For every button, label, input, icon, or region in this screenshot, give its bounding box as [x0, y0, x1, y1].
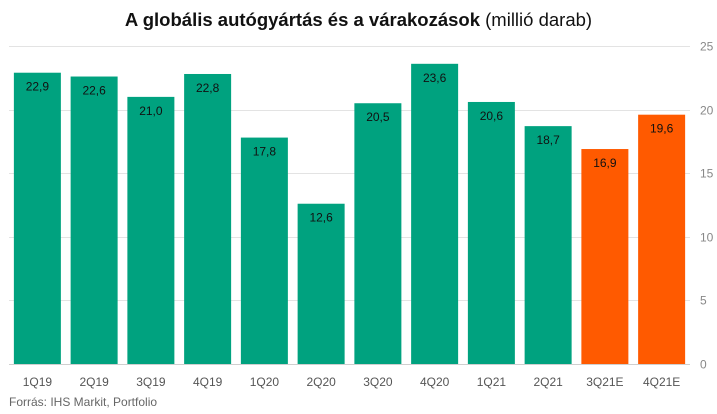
x-axis-ticks: 1Q19 2Q19 3Q19 4Q19 1Q20 2Q20 3Q20 4Q20 1Q21 2Q21…: [23, 375, 681, 389]
chart-title-main: A globális autógyártás és a várakozások: [124, 9, 480, 30]
bar-2q21: [524, 126, 572, 364]
data-label-3q19: 21,0: [139, 104, 163, 118]
y-tick-label: 20: [700, 104, 714, 118]
x-tick-label-1q19: 1Q19: [23, 375, 53, 389]
data-label-1q21: 20,6: [480, 109, 504, 123]
x-tick-label-3q21e: 3Q21E: [586, 375, 623, 389]
chart-title-unit: (millió darab): [485, 9, 593, 30]
bar-1q20: [240, 137, 288, 364]
data-label-3q20: 20,5: [366, 110, 390, 124]
data-label-4q20: 23,6: [423, 71, 447, 85]
y-tick-label: 0: [700, 358, 707, 372]
x-tick-label-2q20: 2Q20: [306, 375, 336, 389]
x-tick-label-4q19: 4Q19: [193, 375, 223, 389]
data-label-3q21e: 16,9: [593, 156, 617, 170]
data-labels: 22,9 22,6 21,0 22,8 17,8 12,6 20,5 23,6 20,6 18,7…: [26, 71, 674, 225]
bar-1q19: [13, 72, 61, 364]
x-tick-label-2q21: 2Q21: [533, 375, 563, 389]
bars: [13, 63, 686, 365]
y-tick-label: 10: [700, 231, 714, 245]
data-label-2q21: 18,7: [536, 133, 560, 147]
x-tick-label-4q20: 4Q20: [420, 375, 450, 389]
x-tick-label-3q20: 3Q20: [363, 375, 393, 389]
x-tick-label-2q19: 2Q19: [79, 375, 109, 389]
source-note: Forrás: IHS Markit, Portfolio: [9, 395, 158, 409]
bar-4q20: [411, 63, 459, 365]
bar-3q19: [127, 96, 175, 364]
bar-3q20: [354, 103, 402, 365]
y-tick-label: 15: [700, 167, 714, 181]
data-label-1q19: 22,9: [26, 80, 50, 94]
bar-1q21: [467, 101, 515, 364]
data-label-1q20: 17,8: [253, 145, 277, 159]
data-label-4q21e: 19,6: [650, 122, 674, 136]
x-tick-label-1q20: 1Q20: [250, 375, 280, 389]
y-tick-label: 25: [700, 40, 714, 54]
bar-4q21e: [638, 114, 686, 364]
y-tick-label: 5: [700, 294, 707, 308]
data-label-2q19: 22,6: [82, 84, 106, 98]
bar-3q21e: [581, 149, 629, 364]
data-label-2q20: 12,6: [309, 211, 333, 225]
x-tick-label-4q21e: 4Q21E: [643, 375, 680, 389]
data-label-4q19: 22,8: [196, 81, 220, 95]
gridlines: [9, 46, 690, 365]
chart-title: A globális autógyártás és a várakozások …: [0, 9, 717, 31]
bar-2q19: [70, 76, 118, 364]
y-axis-ticks: 0 5 10 15 20 25: [700, 40, 714, 372]
bar-4q19: [184, 73, 232, 364]
x-tick-label-3q19: 3Q19: [136, 375, 166, 389]
x-tick-label-1q21: 1Q21: [477, 375, 507, 389]
bar-2q20: [297, 203, 345, 364]
